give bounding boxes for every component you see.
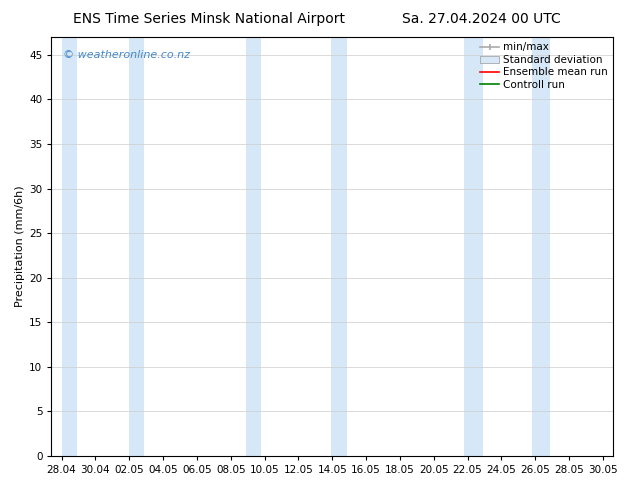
Bar	[61, 37, 77, 456]
Bar	[129, 37, 145, 456]
Text: Sa. 27.04.2024 00 UTC: Sa. 27.04.2024 00 UTC	[403, 12, 561, 26]
Bar	[532, 37, 550, 456]
Legend: min/max, Standard deviation, Ensemble mean run, Controll run: min/max, Standard deviation, Ensemble me…	[478, 40, 610, 92]
Text: © weatheronline.co.nz: © weatheronline.co.nz	[63, 49, 190, 60]
Bar	[464, 37, 483, 456]
Y-axis label: Precipitation (mm/6h): Precipitation (mm/6h)	[15, 186, 25, 307]
Bar	[330, 37, 347, 456]
Text: ENS Time Series Minsk National Airport: ENS Time Series Minsk National Airport	[73, 12, 346, 26]
Bar	[246, 37, 261, 456]
